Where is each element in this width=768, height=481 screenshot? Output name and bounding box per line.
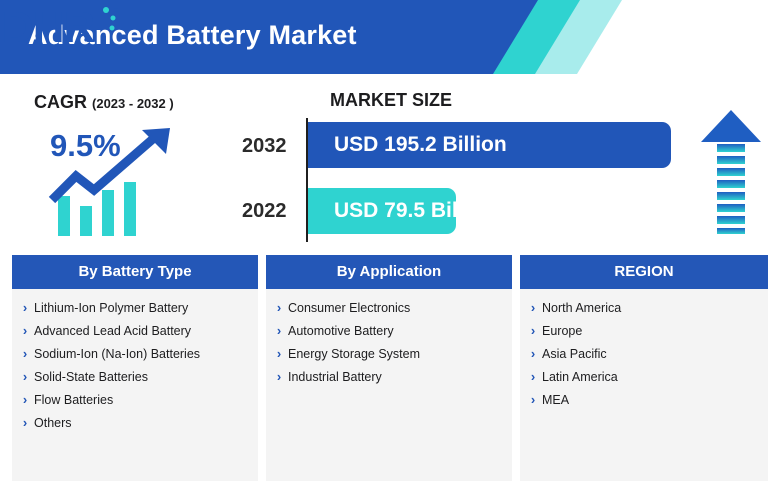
cagr-label: CAGR (2023 - 2032 ) bbox=[34, 92, 174, 113]
bar-value-label-2022: USD 79.5 Billion bbox=[334, 199, 496, 222]
list-item-label: Flow Batteries bbox=[34, 392, 114, 407]
list-item-label: Advanced Lead Acid Battery bbox=[34, 323, 192, 338]
chevron-right-icon: › bbox=[276, 346, 282, 361]
list-item-label: Industrial Battery bbox=[288, 369, 382, 384]
list-item: › Latin America bbox=[520, 365, 768, 388]
list-item-label: Latin America bbox=[542, 369, 618, 384]
list-item: › Industrial Battery bbox=[266, 365, 512, 388]
cagr-title: CAGR bbox=[34, 92, 87, 112]
chevron-right-icon: › bbox=[530, 300, 536, 315]
list-item: › Advanced Lead Acid Battery bbox=[12, 319, 258, 342]
year-label-2022: 2022 bbox=[242, 200, 287, 222]
chevron-right-icon: › bbox=[22, 323, 28, 338]
list-item: › Lithium-Ion Polymer Battery bbox=[12, 296, 258, 319]
list-item-label: Solid-State Batteries bbox=[34, 369, 148, 384]
year-label-2032: 2032 bbox=[242, 135, 287, 157]
list-item-label: Automotive Battery bbox=[288, 323, 394, 338]
list-item: › Others bbox=[12, 411, 258, 434]
header-background bbox=[0, 0, 622, 74]
list-item: › Sodium-Ion (Na-Ion) Batteries bbox=[12, 342, 258, 365]
application-list: › Consumer Electronics › Automotive Batter… bbox=[266, 289, 512, 388]
list-item: › Flow Batteries bbox=[12, 388, 258, 411]
list-item: › Europe bbox=[520, 319, 768, 342]
panel-title-region: REGION bbox=[520, 255, 768, 289]
bar-2032: USD 195.2 Billion bbox=[308, 122, 671, 168]
list-item-label: Others bbox=[34, 415, 72, 430]
chevron-right-icon: › bbox=[530, 323, 536, 338]
chevron-right-icon: › bbox=[276, 300, 282, 315]
chevron-right-icon: › bbox=[276, 369, 282, 384]
list-item: › Consumer Electronics bbox=[266, 296, 512, 319]
chevron-right-icon: › bbox=[22, 392, 28, 407]
chevron-right-icon: › bbox=[22, 415, 28, 430]
list-item: › Solid-State Batteries bbox=[12, 365, 258, 388]
list-item-label: Consumer Electronics bbox=[288, 300, 411, 315]
cagr-period: (2023 - 2032 ) bbox=[92, 96, 174, 111]
chevron-right-icon: › bbox=[276, 323, 282, 338]
region-list: › North America › Europe › Asia Pacific › La… bbox=[520, 289, 768, 411]
chevron-right-icon: › bbox=[530, 346, 536, 361]
list-item: › Energy Storage System bbox=[266, 342, 512, 365]
market-size-title: MARKET SIZE bbox=[330, 90, 453, 110]
up-arrow-icon bbox=[701, 110, 761, 234]
bar-2022: USD 79.5 Billion bbox=[308, 188, 495, 234]
panel-title-application: By Application bbox=[266, 255, 512, 289]
list-item: › North America bbox=[520, 296, 768, 319]
panel-region: REGION › North America › Europe › Asia Paci… bbox=[520, 255, 768, 481]
list-item-label: MEA bbox=[542, 392, 570, 407]
cagr-value: 9.5% bbox=[50, 128, 121, 163]
panel-battery-type: By Battery Type › Lithium-Ion Polymer Bat… bbox=[12, 255, 258, 481]
chevron-right-icon: › bbox=[22, 346, 28, 361]
bar-value-label-2032: USD 195.2 Billion bbox=[334, 133, 507, 156]
list-item: › MEA bbox=[520, 388, 768, 411]
battery-type-list: › Lithium-Ion Polymer Battery › Advanced L… bbox=[12, 289, 258, 434]
list-item: › Asia Pacific bbox=[520, 342, 768, 365]
list-item-label: North America bbox=[542, 300, 622, 315]
list-item-label: Sodium-Ion (Na-Ion) Batteries bbox=[34, 346, 201, 361]
dhr-logo: DHR bbox=[2, 3, 118, 52]
page-title: Advanced Battery Market bbox=[28, 20, 357, 50]
list-item-label: Lithium-Ion Polymer Battery bbox=[34, 300, 189, 315]
list-item-label: Europe bbox=[542, 323, 583, 338]
list-item: › Automotive Battery bbox=[266, 319, 512, 342]
chevron-right-icon: › bbox=[22, 369, 28, 384]
bar-axis-line bbox=[306, 118, 308, 242]
growth-chart-icon bbox=[48, 128, 170, 236]
chevron-right-icon: › bbox=[530, 392, 536, 407]
chevron-right-icon: › bbox=[22, 300, 28, 315]
panel-application: By Application › Consumer Electronics › Au… bbox=[266, 255, 512, 481]
list-item-label: Energy Storage System bbox=[288, 346, 421, 361]
logo-text: DHR bbox=[2, 3, 95, 52]
list-item-label: Asia Pacific bbox=[542, 346, 607, 361]
header-banner: Advanced Battery Market DHR bbox=[0, 0, 768, 74]
panel-title-battery-type: By Battery Type bbox=[12, 255, 258, 289]
chevron-right-icon: › bbox=[530, 369, 536, 384]
